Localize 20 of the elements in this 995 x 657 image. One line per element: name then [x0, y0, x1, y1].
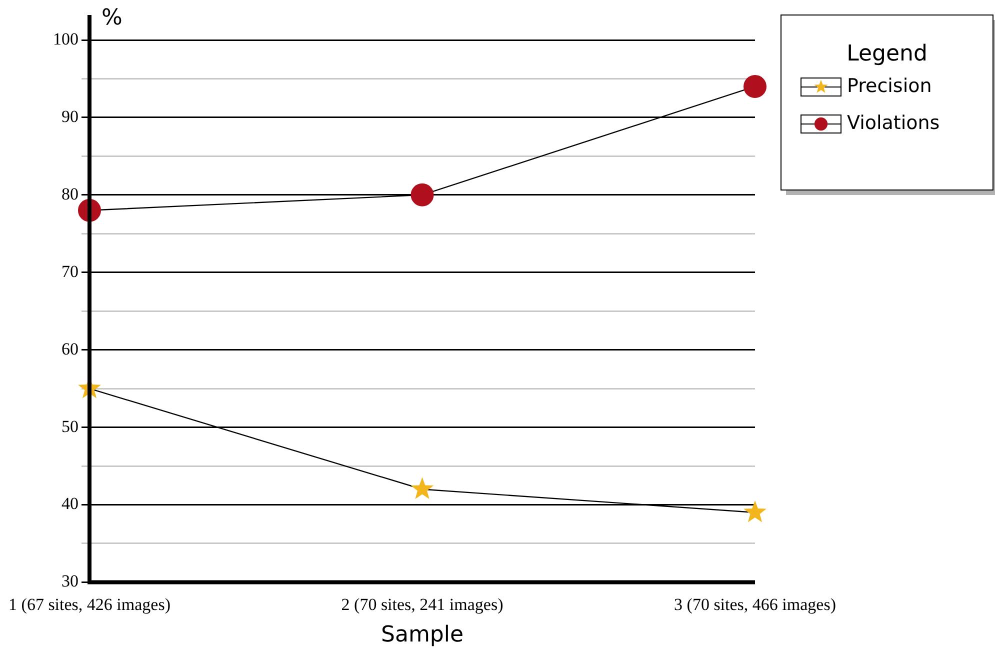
x-tick-label: 3 (70 sites, 466 images)	[674, 594, 836, 614]
y-tick-label: 70	[62, 262, 78, 281]
point	[410, 477, 434, 499]
y-tick-label: 50	[62, 416, 78, 436]
point	[744, 74, 766, 98]
x-tick-label: 2 (70 sites, 241 images)	[341, 594, 504, 614]
y-tick-label: 60	[62, 339, 78, 358]
legend-title: Legend	[846, 42, 928, 67]
y-tick-label: 40	[62, 494, 78, 514]
legend-label: Violations	[847, 112, 940, 134]
x-tick-label: 1 (67 sites, 426 images)	[8, 594, 170, 614]
point	[410, 183, 434, 206]
x-axis-title: Sample	[381, 622, 464, 648]
y-tick-label: 100	[53, 29, 78, 48]
y-tick-label: 30	[62, 572, 78, 591]
legend-label: Precision	[847, 74, 932, 97]
y-tick-label: 80	[62, 184, 78, 204]
point	[744, 500, 766, 522]
y-tick-label: 90	[62, 106, 78, 126]
y-axis-title: %	[102, 6, 122, 31]
